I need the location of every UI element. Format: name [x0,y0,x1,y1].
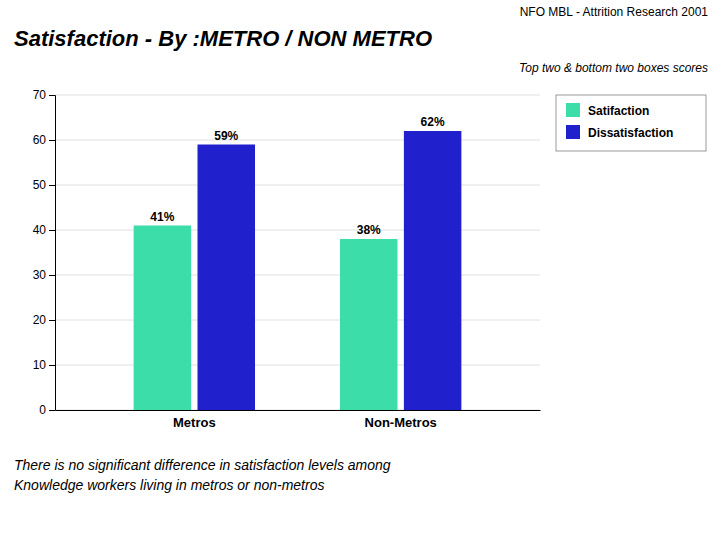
grid-line [55,320,540,321]
bar-series [134,226,398,411]
header-note: NFO MBL - Attrition Research 2001 [520,5,709,19]
grid [55,95,540,410]
grid-line [55,275,540,276]
axis-line [49,96,56,411]
tick-label: Non-Metros [365,415,437,430]
tick: 30 [33,268,55,282]
bar [404,131,461,410]
tick-mark [49,275,55,276]
tick-label: 20 [33,313,47,327]
tick-label: 30 [33,268,47,282]
data-label: 62% [421,115,445,129]
x-axis: Metros Non-Metros [56,411,541,431]
tick-label: 0 [39,403,46,417]
tick-label: Metros [173,415,216,430]
title: Satisfaction - By :METRO / NON METRO [14,26,432,51]
y-axis: 0 10 20 30 40 50 60 70 [33,88,56,417]
tick-label: 10 [33,358,47,372]
legend-swatch [566,125,580,139]
grid-line [55,185,540,186]
data-labels: 41% 38% 59% 62% [150,115,445,237]
data-label: 41% [150,210,174,224]
tick-label: 40 [33,223,47,237]
subtitle: Top two & bottom two boxes scores [519,61,708,75]
tick-mark [49,185,55,186]
footnote: Knowledge workers living in metros or no… [14,477,324,493]
tick: 70 [33,88,55,102]
bars [134,131,462,410]
tick-mark [49,140,55,141]
bar [134,226,191,411]
legend-item: Satifaction [566,103,649,118]
tick-mark [49,410,55,411]
chart: NFO MBL - Attrition Research 2001 Satisfa… [0,0,720,540]
tick-label: 70 [33,88,47,102]
tick-label: 60 [33,133,47,147]
tick-mark [49,230,55,231]
tick-mark [49,365,55,366]
legend-item: Dissatisfaction [566,125,673,140]
tick-label: 50 [33,178,47,192]
tick: 50 [33,178,55,192]
tick: 40 [33,223,55,237]
data-label: 38% [357,223,381,237]
bar [340,239,397,410]
grid-line [55,140,540,141]
footnote: There is no significant difference in sa… [14,457,391,473]
grid-line [55,365,540,366]
bar-series [198,131,462,410]
tick: 60 [33,133,55,147]
tick: 20 [33,313,55,327]
tick-mark [49,320,55,321]
tick-mark [49,95,55,96]
legend: Satifaction Dissatisfaction [556,95,706,151]
tick: 10 [33,358,55,372]
bar [198,145,255,411]
axis-line [56,410,541,411]
tick: Metros [173,415,216,430]
data-label: 59% [214,129,238,143]
plot: 41% 38% 59% 62% 0 10 20 30 40 50 60 70 Metros Non-Met… [33,88,541,430]
legend-label: Satifaction [588,104,649,118]
grid-line [55,410,540,411]
legend-frame [556,95,706,151]
legend-swatch [566,103,580,117]
legend-label: Dissatisfaction [588,126,673,140]
tick: Non-Metros [365,415,437,430]
tick: 0 [39,403,55,417]
grid-line [55,95,540,96]
grid-line [55,230,540,231]
